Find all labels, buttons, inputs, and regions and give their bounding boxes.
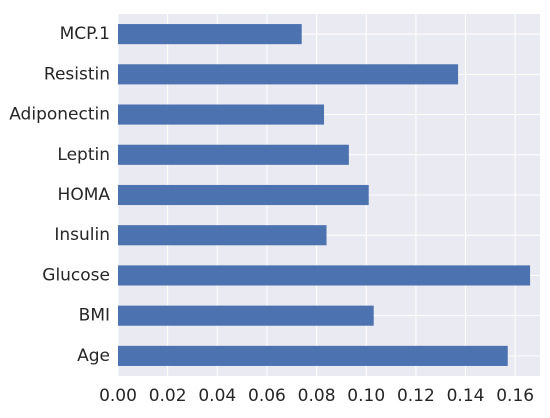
x-tick-label: 0.02	[149, 386, 187, 406]
y-axis-tick-labels: Age BMI Glucose Insulin HOMA Leptin Adiponecti…	[9, 24, 110, 366]
bar-age	[118, 345, 508, 366]
x-tick-label: 0.00	[99, 386, 137, 406]
bar-insulin	[118, 225, 327, 246]
bar-leptin	[118, 144, 349, 165]
x-tick-label: 0.04	[198, 386, 236, 406]
y-tick-label: Resistin	[44, 64, 110, 84]
y-tick-label: Glucose	[42, 265, 110, 285]
x-axis-tick-labels: 0.00 0.02 0.04 0.06 0.08 0.10 0.12 0.14 0.16	[99, 386, 534, 406]
y-tick-label: MCP.1	[60, 24, 110, 44]
x-tick-label: 0.08	[298, 386, 336, 406]
y-tick-label: Age	[77, 346, 110, 366]
bar-glucose	[118, 265, 531, 286]
x-tick-label: 0.14	[447, 386, 485, 406]
y-tick-label: BMI	[79, 306, 110, 326]
x-tick-label: 0.16	[496, 386, 534, 406]
bar-resistin	[118, 64, 459, 85]
bar-adiponectin	[118, 104, 325, 125]
x-tick-label: 0.06	[248, 386, 286, 406]
y-tick-label: Insulin	[54, 225, 110, 245]
y-tick-label: Adiponectin	[9, 105, 110, 125]
bar-mcp-1	[118, 24, 302, 45]
x-tick-label: 0.12	[397, 386, 435, 406]
bar-bmi	[118, 305, 374, 326]
x-tick-label: 0.10	[347, 386, 385, 406]
y-tick-label: Leptin	[57, 145, 110, 165]
y-tick-label: HOMA	[58, 185, 111, 205]
bars	[118, 24, 531, 366]
bar-homa	[118, 184, 369, 206]
